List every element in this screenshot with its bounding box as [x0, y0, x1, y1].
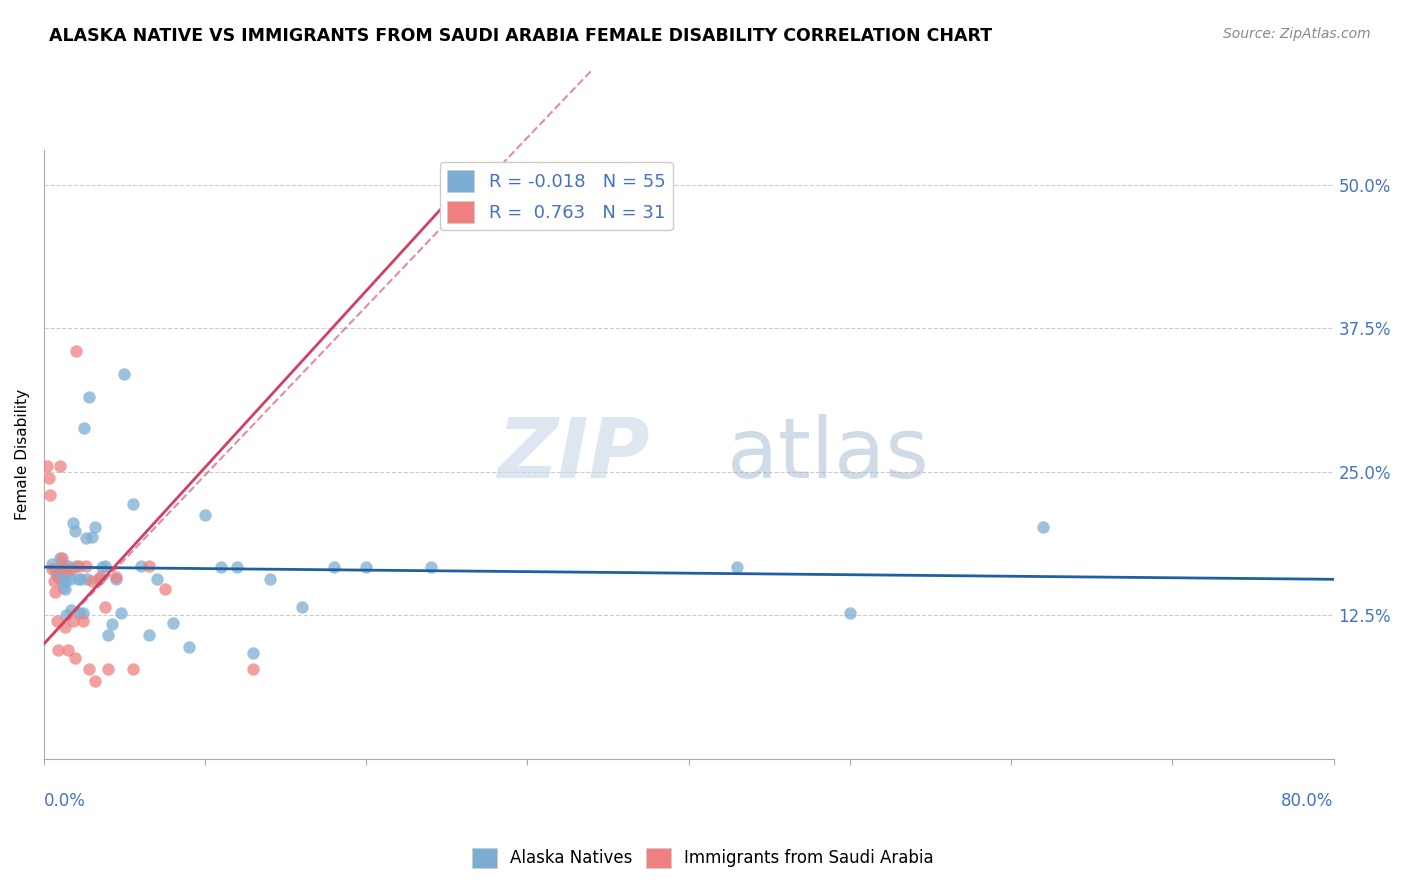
- Point: [37, 458, 59, 473]
- Point: [75, 532, 97, 546]
- Point: [45, 614, 67, 628]
- Point: [77, 390, 100, 404]
- Point: [65, 558, 87, 573]
- Point: [419, 560, 441, 574]
- Text: Source: ZipAtlas.com: Source: ZipAtlas.com: [1223, 27, 1371, 41]
- Point: [70, 572, 93, 586]
- Point: [62, 614, 84, 628]
- Legend: R = -0.018   N = 55, R =  0.763   N = 31: R = -0.018 N = 55, R = 0.763 N = 31: [440, 162, 672, 230]
- Point: [838, 606, 860, 620]
- Point: [65, 344, 87, 359]
- Point: [89, 570, 111, 584]
- Point: [153, 582, 176, 596]
- Point: [105, 570, 128, 584]
- Point: [242, 662, 264, 676]
- Point: [66, 572, 89, 586]
- Point: [121, 497, 143, 511]
- Point: [49, 562, 72, 576]
- Text: 80.0%: 80.0%: [1281, 792, 1333, 810]
- Text: 0.0%: 0.0%: [44, 792, 86, 810]
- Text: atlas: atlas: [727, 414, 929, 495]
- Point: [53, 620, 76, 634]
- Point: [63, 650, 86, 665]
- Text: ALASKA NATIVE VS IMMIGRANTS FROM SAUDI ARABIA FEMALE DISABILITY CORRELATION CHAR: ALASKA NATIVE VS IMMIGRANTS FROM SAUDI A…: [49, 27, 993, 45]
- Point: [90, 560, 112, 574]
- Point: [48, 570, 70, 584]
- Point: [1032, 520, 1054, 534]
- Point: [62, 516, 84, 531]
- Point: [44, 562, 66, 576]
- Point: [97, 662, 120, 676]
- Point: [194, 508, 217, 523]
- Point: [226, 560, 249, 574]
- Point: [52, 562, 75, 576]
- Point: [53, 574, 76, 588]
- Point: [56, 566, 79, 580]
- Point: [41, 557, 63, 571]
- Point: [41, 562, 63, 576]
- Point: [84, 673, 107, 688]
- Point: [162, 616, 184, 631]
- Point: [67, 558, 90, 573]
- Point: [138, 558, 160, 573]
- Legend: Alaska Natives, Immigrants from Saudi Arabia: Alaska Natives, Immigrants from Saudi Ar…: [465, 841, 941, 875]
- Point: [38, 470, 60, 484]
- Point: [82, 530, 104, 544]
- Point: [56, 558, 79, 573]
- Point: [60, 562, 83, 576]
- Point: [725, 560, 748, 574]
- Point: [209, 560, 232, 574]
- Point: [242, 646, 264, 660]
- Point: [39, 488, 62, 502]
- Point: [129, 558, 152, 573]
- Point: [94, 558, 117, 573]
- Point: [56, 642, 79, 657]
- Point: [49, 458, 72, 473]
- Point: [49, 550, 72, 565]
- Point: [323, 560, 346, 574]
- Point: [121, 662, 143, 676]
- Point: [82, 574, 104, 588]
- Point: [75, 558, 97, 573]
- Point: [52, 580, 75, 594]
- Point: [63, 524, 86, 539]
- Point: [72, 614, 94, 628]
- Point: [114, 367, 136, 381]
- Point: [51, 574, 73, 588]
- Point: [105, 572, 128, 586]
- Point: [145, 572, 167, 586]
- Point: [53, 582, 76, 596]
- Point: [42, 574, 65, 588]
- Point: [138, 628, 160, 642]
- Point: [97, 628, 120, 642]
- Point: [259, 572, 281, 586]
- Point: [84, 520, 107, 534]
- Point: [77, 662, 100, 676]
- Point: [177, 640, 200, 655]
- Point: [48, 642, 70, 657]
- Point: [94, 600, 117, 615]
- Point: [76, 572, 98, 586]
- Point: [59, 572, 82, 586]
- Point: [73, 421, 96, 435]
- Point: [52, 557, 75, 571]
- Point: [356, 560, 378, 574]
- Y-axis label: Female Disability: Female Disability: [15, 389, 30, 520]
- Point: [44, 585, 66, 599]
- Text: ZIP: ZIP: [498, 414, 650, 495]
- Point: [100, 617, 122, 632]
- Point: [51, 550, 73, 565]
- Point: [60, 602, 83, 616]
- Point: [87, 572, 110, 586]
- Point: [110, 606, 132, 620]
- Point: [67, 606, 90, 620]
- Point: [72, 606, 94, 620]
- Point: [55, 608, 77, 623]
- Point: [291, 600, 314, 615]
- Point: [45, 568, 67, 582]
